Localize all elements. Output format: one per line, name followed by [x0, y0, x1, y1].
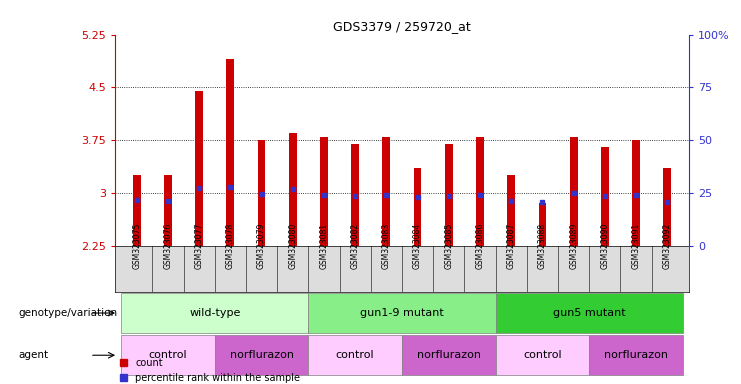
Text: GSM323083: GSM323083	[382, 222, 391, 269]
Bar	[289, 133, 296, 245]
Text: norflurazon: norflurazon	[604, 350, 668, 360]
Bar	[601, 147, 609, 245]
FancyBboxPatch shape	[121, 335, 215, 376]
Legend: count, percentile rank within the sample: count, percentile rank within the sample	[120, 358, 300, 383]
Bar	[413, 168, 422, 245]
Text: GSM323081: GSM323081	[319, 223, 328, 269]
Bar	[476, 137, 484, 245]
Text: GSM323078: GSM323078	[226, 222, 235, 269]
Text: GSM323091: GSM323091	[631, 222, 640, 269]
Text: control: control	[336, 350, 374, 360]
FancyBboxPatch shape	[496, 293, 683, 333]
Text: agent: agent	[18, 350, 48, 360]
Bar	[351, 144, 359, 245]
Bar	[632, 140, 640, 245]
Text: GSM323080: GSM323080	[288, 222, 297, 269]
Text: wild-type: wild-type	[189, 308, 240, 318]
Text: GSM323084: GSM323084	[413, 222, 422, 269]
FancyBboxPatch shape	[121, 293, 308, 333]
Text: GSM323092: GSM323092	[662, 222, 672, 269]
Title: GDS3379 / 259720_at: GDS3379 / 259720_at	[333, 20, 471, 33]
FancyBboxPatch shape	[589, 335, 683, 376]
FancyBboxPatch shape	[496, 335, 589, 376]
Text: GSM323082: GSM323082	[350, 223, 359, 269]
FancyBboxPatch shape	[402, 335, 496, 376]
Bar	[320, 137, 328, 245]
Bar	[133, 175, 141, 245]
Text: GSM323089: GSM323089	[569, 222, 578, 269]
Bar	[195, 91, 203, 245]
Bar	[570, 137, 577, 245]
Text: norflurazon: norflurazon	[416, 350, 481, 360]
FancyBboxPatch shape	[215, 335, 308, 376]
Bar	[445, 144, 453, 245]
Text: genotype/variation: genotype/variation	[18, 308, 117, 318]
Bar	[164, 175, 172, 245]
Bar	[258, 140, 265, 245]
Text: norflurazon: norflurazon	[230, 350, 293, 360]
Text: GSM323075: GSM323075	[132, 222, 142, 269]
Text: GSM323076: GSM323076	[164, 222, 173, 269]
Text: control: control	[523, 350, 562, 360]
FancyBboxPatch shape	[308, 335, 402, 376]
Text: GSM323090: GSM323090	[600, 222, 609, 269]
Text: GSM323085: GSM323085	[445, 222, 453, 269]
Text: gun5 mutant: gun5 mutant	[553, 308, 625, 318]
Text: GSM323086: GSM323086	[476, 222, 485, 269]
Bar	[539, 204, 546, 245]
Bar	[227, 59, 234, 245]
Text: gun1-9 mutant: gun1-9 mutant	[360, 308, 444, 318]
Bar	[663, 168, 671, 245]
Text: GSM323087: GSM323087	[507, 222, 516, 269]
Text: GSM323077: GSM323077	[195, 222, 204, 269]
FancyBboxPatch shape	[308, 293, 496, 333]
Text: GSM323079: GSM323079	[257, 222, 266, 269]
Bar	[382, 137, 391, 245]
Text: control: control	[149, 350, 187, 360]
Bar	[508, 175, 515, 245]
Text: GSM323088: GSM323088	[538, 223, 547, 269]
